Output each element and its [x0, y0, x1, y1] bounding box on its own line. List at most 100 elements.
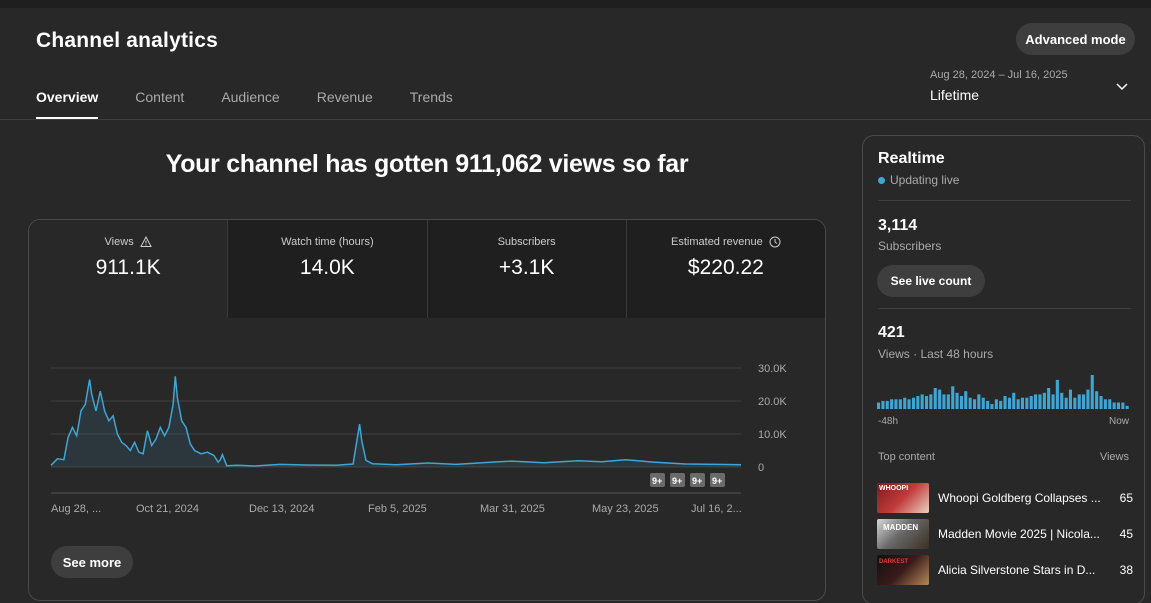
top-content-item[interactable]: MADDEN Madden Movie 2025 | Nicola... 45	[877, 519, 1133, 549]
realtime-bar	[986, 400, 990, 409]
warning-icon[interactable]	[139, 236, 152, 248]
metric-label: Views	[104, 236, 134, 248]
overview-card: Views 911.1K Watch time (hours) 14.0K Su…	[28, 219, 826, 601]
realtime-bar	[1025, 397, 1029, 409]
y-tick-label: 0	[758, 462, 764, 474]
realtime-bar	[1034, 394, 1038, 409]
see-more-button[interactable]: See more	[51, 546, 133, 578]
views-chart[interactable]: 30.0K 20.0K 10.0K 0 Aug 28, ... Oct 21, 2024 D…	[29, 318, 826, 518]
top-content-heading: Top content	[878, 451, 935, 463]
metric-watch-time[interactable]: Watch time (hours) 14.0K	[228, 220, 428, 318]
realtime-bar	[933, 388, 937, 409]
annotation-label: 9+	[712, 476, 722, 486]
realtime-bar	[959, 396, 963, 409]
video-title[interactable]: Alicia Silverstone Stars in D...	[938, 563, 1096, 577]
realtime-bar	[1112, 402, 1116, 409]
realtime-bar	[942, 394, 946, 409]
views-headline: Your channel has gotten 911,062 views so…	[165, 150, 689, 178]
realtime-bar	[1042, 392, 1046, 409]
metric-subscribers[interactable]: Subscribers +3.1K	[427, 220, 627, 318]
annotation-label: 9+	[652, 476, 662, 486]
top-content-item[interactable]: WHOOPI Whoopi Goldberg Collapses ... 65	[877, 483, 1133, 513]
metric-value: 14.0K	[299, 256, 355, 279]
realtime-bar	[1003, 396, 1007, 409]
realtime-bar	[885, 400, 889, 409]
annotation-badge	[690, 473, 705, 487]
realtime-bar	[938, 389, 942, 409]
metric-label: Estimated revenue	[671, 236, 763, 248]
tab-revenue[interactable]: Revenue	[316, 89, 373, 105]
divider	[878, 200, 1131, 201]
annotation-badge	[710, 473, 725, 487]
tab-trends[interactable]: Trends	[409, 89, 453, 105]
annotation-badge	[670, 473, 685, 487]
realtime-bar	[1055, 379, 1059, 409]
realtime-bar	[903, 397, 907, 409]
realtime-bar	[1121, 402, 1125, 409]
tab-overview[interactable]: Overview	[36, 89, 99, 119]
realtime-bar	[964, 391, 968, 409]
realtime-bar	[929, 394, 933, 409]
tab-audience[interactable]: Audience	[221, 89, 280, 105]
realtime-bar	[894, 399, 898, 409]
metric-label: Watch time (hours)	[281, 236, 374, 248]
metric-value: +3.1K	[498, 256, 555, 279]
realtime-bar	[1116, 402, 1120, 409]
realtime-bar	[981, 397, 985, 409]
top-content-item[interactable]: DARKEST Alicia Silverstone Stars in D...…	[877, 555, 1133, 585]
axis-end-label: Now	[1108, 416, 1129, 427]
realtime-bar	[973, 399, 977, 409]
advanced-mode-button[interactable]: Advanced mode	[1016, 23, 1135, 55]
realtime-bar	[925, 396, 929, 409]
divider	[878, 308, 1131, 309]
realtime-bar	[1020, 397, 1024, 409]
realtime-bar	[1077, 394, 1081, 409]
metric-estimated-revenue[interactable]: Estimated revenue $220.22	[626, 220, 825, 318]
realtime-card: Realtime Updating live 3,114 Subscribers…	[862, 135, 1145, 603]
chevron-down-icon[interactable]	[1114, 80, 1130, 94]
realtime-bar	[898, 399, 902, 409]
y-tick-label: 30.0K	[758, 363, 787, 375]
realtime-bar	[890, 399, 894, 409]
realtime-bar	[951, 386, 955, 409]
realtime-bar	[977, 394, 981, 409]
video-title[interactable]: Madden Movie 2025 | Nicola...	[938, 527, 1100, 541]
video-title[interactable]: Whoopi Goldberg Collapses ...	[938, 491, 1101, 505]
views-column-heading: Views	[1099, 451, 1129, 463]
video-thumbnail[interactable]: DARKEST	[877, 555, 929, 585]
see-live-count-button[interactable]: See live count	[877, 265, 985, 297]
clock-icon[interactable]	[769, 236, 781, 248]
x-tick-label: Feb 5, 2025	[368, 503, 427, 515]
views-line	[50, 376, 742, 467]
video-thumbnail[interactable]: MADDEN	[877, 519, 929, 549]
subscribers-label: Subscribers	[878, 239, 942, 253]
realtime-views-label: Views · Last 48 hours	[878, 347, 994, 361]
realtime-bar	[1064, 397, 1068, 409]
realtime-bar	[1103, 399, 1107, 409]
realtime-bar	[1108, 399, 1112, 409]
tab-content[interactable]: Content	[135, 89, 185, 105]
y-tick-label: 10.0K	[758, 429, 787, 441]
realtime-bar	[1007, 397, 1011, 409]
metric-label: Subscribers	[497, 236, 556, 248]
page-title: Channel analytics	[36, 29, 218, 52]
video-views: 45	[1119, 527, 1133, 541]
realtime-bar-chart[interactable]	[877, 373, 1130, 409]
subscribers-count: 3,114	[878, 217, 918, 234]
axis-start-label: -48h	[878, 416, 899, 427]
realtime-bar	[994, 399, 998, 409]
realtime-bar	[1038, 394, 1042, 409]
header-divider	[0, 119, 1151, 120]
video-thumbnail[interactable]: WHOOPI	[877, 483, 929, 513]
date-range-text[interactable]: Aug 28, 2024 – Jul 16, 2025	[930, 69, 1068, 81]
y-tick-label: 20.0K	[758, 396, 787, 408]
realtime-bar	[1073, 397, 1077, 409]
views-area	[51, 376, 741, 467]
x-tick-label: Dec 13, 2024	[249, 503, 314, 515]
realtime-bar	[1125, 405, 1129, 409]
metric-tabs: Views 911.1K Watch time (hours) 14.0K Su…	[29, 220, 825, 318]
realtime-bar	[1095, 391, 1099, 409]
realtime-bar	[877, 402, 881, 409]
date-range-label[interactable]: Lifetime	[930, 87, 980, 103]
metric-views[interactable]: Views 911.1K	[29, 220, 229, 318]
